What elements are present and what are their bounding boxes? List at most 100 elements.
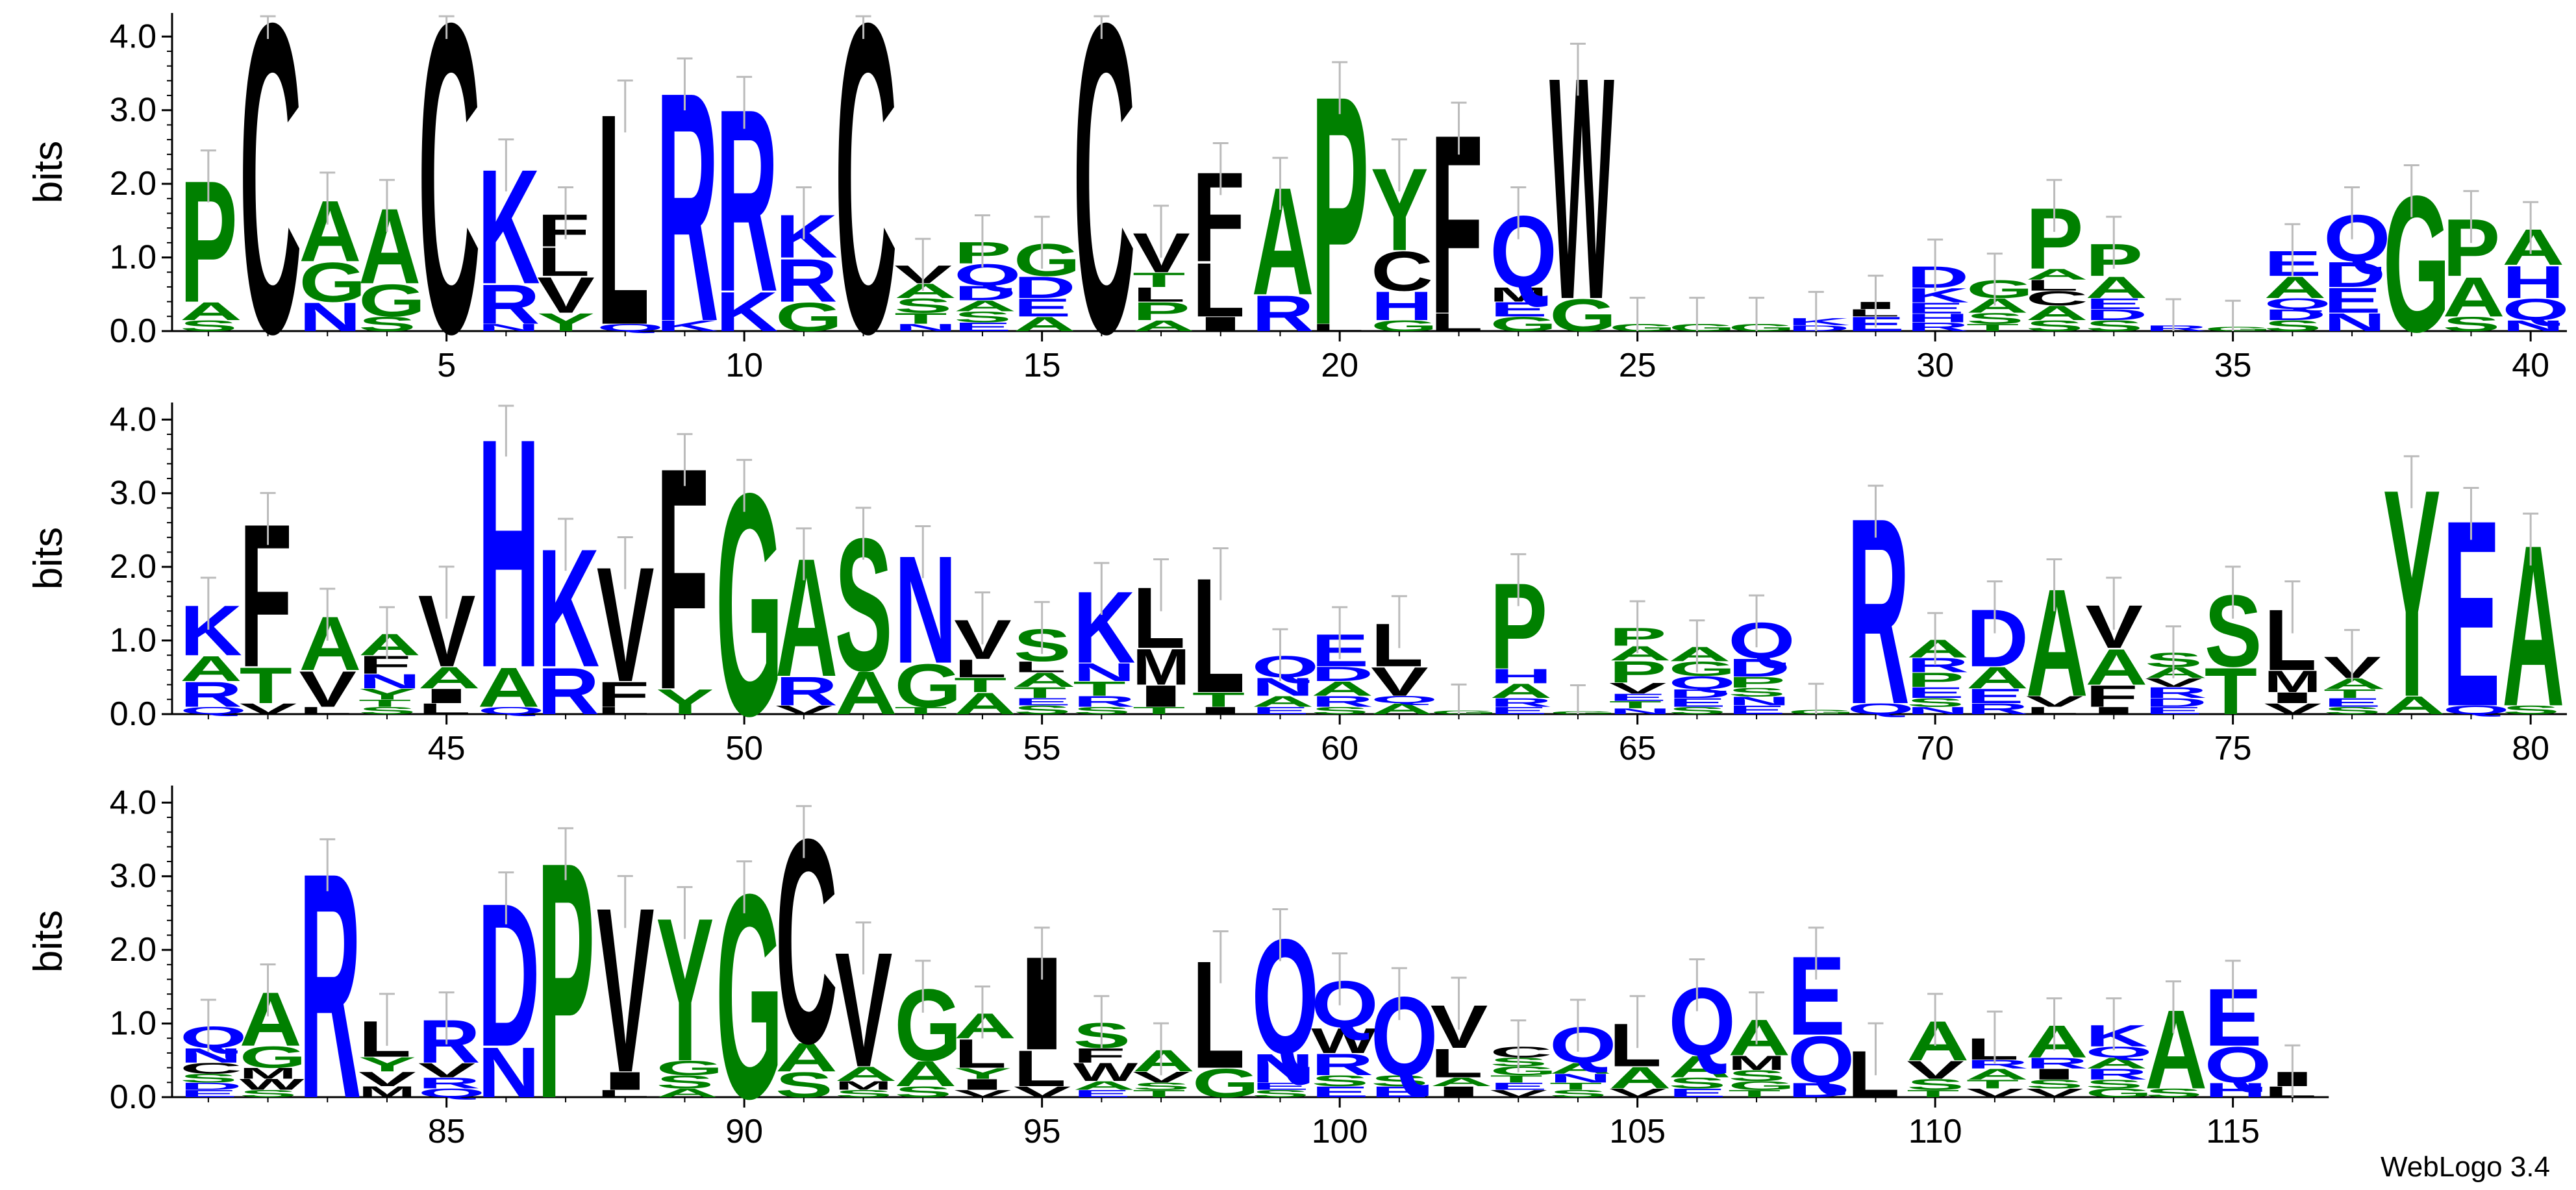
letter-R: R bbox=[1847, 462, 1910, 760]
stack-51: VRA bbox=[775, 523, 838, 717]
letter-T: T bbox=[1192, 689, 1245, 712]
letter-I: I bbox=[2026, 1065, 2082, 1082]
letter-Q: Q bbox=[478, 705, 545, 717]
letter-S: S bbox=[894, 295, 952, 317]
letter-Q: Q bbox=[1669, 673, 1736, 693]
letter-N: N bbox=[1549, 1071, 1612, 1085]
letter-G: G bbox=[657, 1057, 723, 1080]
letter-T: T bbox=[1073, 678, 1126, 700]
stack-103: VETGSC bbox=[1490, 1019, 1557, 1099]
letter-A: A bbox=[299, 601, 361, 687]
letter-S: S bbox=[1311, 705, 1369, 717]
letter-A: A bbox=[418, 661, 481, 695]
letter-E: E bbox=[1311, 1084, 1369, 1100]
letter-A: A bbox=[2026, 302, 2088, 325]
letter-L: L bbox=[1132, 284, 1185, 306]
letter-A: A bbox=[1431, 1075, 1493, 1089]
letter-S: S bbox=[1669, 705, 1727, 717]
y-tick-label: 1.0 bbox=[110, 239, 156, 277]
letter-N: N bbox=[2323, 308, 2386, 336]
letter-E: E bbox=[1728, 703, 1786, 717]
letter-R: R bbox=[2085, 1066, 2147, 1083]
y-axis-label: bits bbox=[26, 527, 71, 589]
letter-G: G bbox=[240, 1040, 306, 1074]
stack-16: C bbox=[1073, 0, 1136, 425]
letter-S: S bbox=[2323, 705, 2381, 717]
letter-A: A bbox=[1728, 1010, 1790, 1067]
y-tick-label: 1.0 bbox=[110, 1005, 156, 1043]
letter-V: V bbox=[2026, 693, 2084, 710]
letter-E: E bbox=[1669, 696, 1727, 710]
letter-R: R bbox=[1490, 696, 1552, 710]
letter-V: V bbox=[2145, 676, 2203, 689]
y-tick-label: 3.0 bbox=[110, 92, 156, 129]
letter-R: R bbox=[1966, 1058, 2029, 1071]
letter-D: D bbox=[1966, 593, 2029, 684]
letter-T: T bbox=[1490, 1073, 1542, 1085]
letter-T: T bbox=[1549, 1081, 1602, 1093]
letter-A: A bbox=[1669, 643, 1731, 665]
x-tick-label: 15 bbox=[1023, 347, 1061, 384]
letter-A: A bbox=[894, 280, 957, 303]
letter-A: A bbox=[2323, 675, 2386, 692]
letter-Q: Q bbox=[418, 1086, 485, 1100]
letter-E: E bbox=[1014, 696, 1071, 708]
letter-L: L bbox=[1431, 1041, 1483, 1086]
letter-P: P bbox=[1907, 669, 1964, 691]
y-tick-label: 1.0 bbox=[110, 622, 156, 660]
letter-L: L bbox=[1192, 544, 1245, 726]
letter-G: G bbox=[1490, 313, 1557, 336]
letter-Q: Q bbox=[954, 258, 1021, 292]
letter-L: L bbox=[358, 1011, 411, 1068]
letter-R: R bbox=[1907, 654, 1969, 676]
letter-T: T bbox=[1014, 684, 1066, 701]
y-tick-label: 0.0 bbox=[110, 312, 156, 350]
x-tick-label: 75 bbox=[2214, 730, 2252, 767]
letter-E: E bbox=[1966, 685, 2024, 708]
letter-G: G bbox=[2383, 156, 2450, 373]
letter-L: L bbox=[299, 705, 351, 717]
letter-S: S bbox=[2026, 1077, 2084, 1091]
letter-A: A bbox=[2026, 556, 2088, 728]
logo-row-2: 0.01.02.03.04.0bitsQRAKVTFLVASTYNFA45LIA… bbox=[26, 371, 2567, 782]
stack-25: G bbox=[1609, 297, 1676, 333]
stack-28: DK bbox=[1788, 291, 1850, 333]
letter-A: A bbox=[1014, 669, 1076, 691]
letter-G: G bbox=[1669, 322, 1736, 334]
letter-F: F bbox=[1073, 1045, 1126, 1067]
stack-58: ITL bbox=[1192, 544, 1249, 726]
letter-W: W bbox=[1311, 1021, 1376, 1060]
letter-H: H bbox=[2502, 256, 2564, 308]
letter-Q: Q bbox=[1669, 967, 1736, 1076]
letter-L: L bbox=[1014, 1040, 1066, 1097]
letter-L: L bbox=[1192, 928, 1245, 1100]
letter-V: V bbox=[1014, 1084, 1071, 1100]
stack-62: G bbox=[1431, 683, 1497, 715]
letter-K: K bbox=[716, 280, 778, 343]
x-tick-label: 110 bbox=[1908, 1113, 1962, 1150]
letter-H: H bbox=[2205, 1079, 2267, 1102]
x-tick-label: 10 bbox=[725, 347, 763, 384]
letter-F: F bbox=[537, 205, 590, 256]
stack-114: SA bbox=[2145, 980, 2207, 1112]
letter-D: D bbox=[2323, 254, 2386, 295]
stack-4: SGA bbox=[358, 179, 425, 336]
letter-K: K bbox=[1073, 570, 1136, 684]
letter-A: A bbox=[2085, 639, 2147, 696]
stack-87: P bbox=[537, 793, 595, 1169]
letter-E: E bbox=[954, 320, 1012, 334]
letter-A: A bbox=[1907, 1009, 1969, 1072]
stack-108: DQE bbox=[1788, 926, 1855, 1102]
letter-A: A bbox=[954, 1006, 1016, 1046]
letter-L: L bbox=[537, 240, 590, 285]
letter-G: G bbox=[2085, 1086, 2152, 1100]
